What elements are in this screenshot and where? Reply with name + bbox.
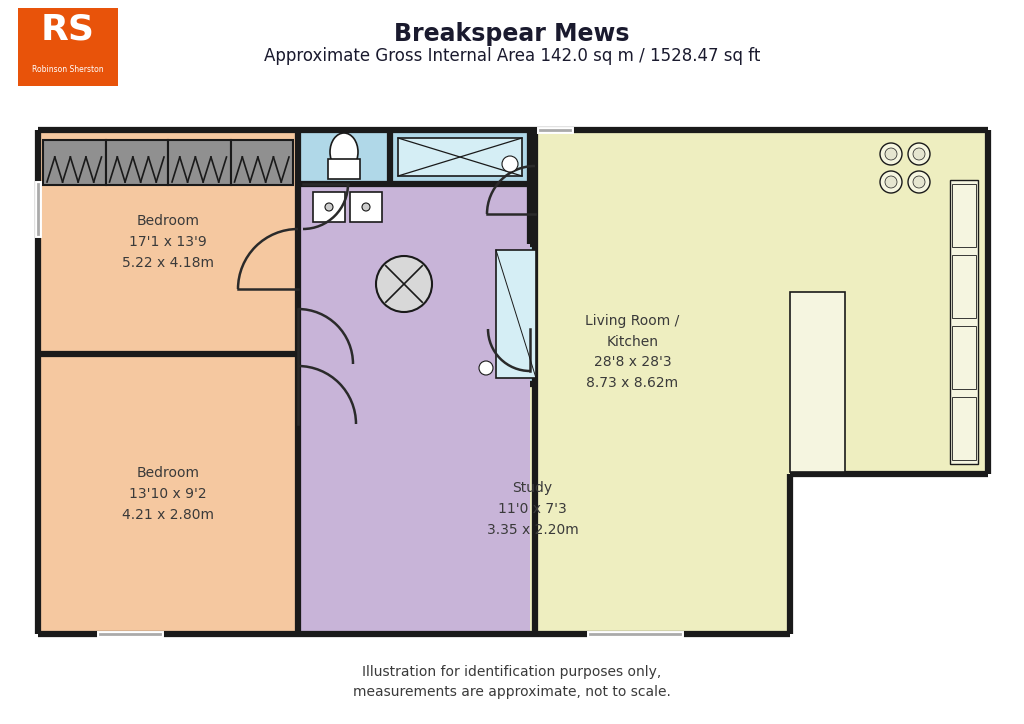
Text: Bedroom
13'10 x 9'2
4.21 x 2.80m: Bedroom 13'10 x 9'2 4.21 x 2.80m [122,466,214,521]
Circle shape [479,361,493,375]
Bar [298,130,390,184]
Bar [298,184,535,634]
Bar [105,140,168,185]
Bar [952,397,976,460]
FancyBboxPatch shape [18,8,118,86]
Bar [950,180,978,464]
Circle shape [913,148,925,160]
Circle shape [885,176,897,188]
Circle shape [376,256,432,312]
Bar [530,384,535,634]
Bar [38,130,298,354]
Text: RS: RS [41,13,95,47]
Bar [38,354,298,634]
Bar [350,192,382,222]
Circle shape [880,171,902,193]
Bar [535,130,988,474]
Bar [952,184,976,247]
Bar [390,130,530,184]
Circle shape [908,171,930,193]
Text: Approximate Gross Internal Area 142.0 sq m / 1528.47 sq ft: Approximate Gross Internal Area 142.0 sq… [264,47,760,65]
Bar [230,140,293,185]
Text: Breakspear Mews: Breakspear Mews [394,22,630,46]
Text: Robinson Sherston: Robinson Sherston [32,65,103,75]
Bar [496,250,536,378]
Bar [500,286,524,304]
Bar [168,140,230,185]
Ellipse shape [330,133,358,171]
Circle shape [908,143,930,165]
Text: Living Room /
Kitchen
28'8 x 28'3
8.73 x 8.62m: Living Room / Kitchen 28'8 x 28'3 8.73 x… [586,314,680,390]
Circle shape [362,203,370,211]
Text: Illustration for identification purposes only,
measurements are approximate, not: Illustration for identification purposes… [353,665,671,699]
Ellipse shape [500,253,524,285]
Circle shape [885,148,897,160]
Bar [530,244,535,384]
Circle shape [913,176,925,188]
Circle shape [502,156,518,172]
Bar [43,140,105,185]
Circle shape [880,143,902,165]
Bar [952,255,976,318]
Bar [313,192,345,222]
Bar [535,474,790,634]
Circle shape [325,203,333,211]
Bar [952,326,976,389]
Bar [398,138,522,176]
Bar [328,159,360,179]
Bar [790,292,845,472]
Text: Bedroom
17'1 x 13'9
5.22 x 4.18m: Bedroom 17'1 x 13'9 5.22 x 4.18m [122,214,214,269]
Text: Study
11'0 x 7'3
3.35 x 2.20m: Study 11'0 x 7'3 3.35 x 2.20m [486,481,579,536]
